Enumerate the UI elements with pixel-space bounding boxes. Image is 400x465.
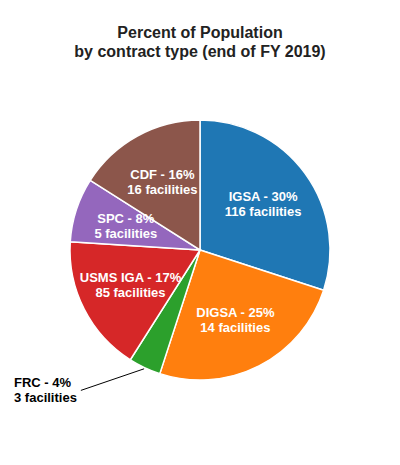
text-line: FRC - 4% [14,375,72,390]
slice-labels: IGSA - 30%116 facilities DIGSA - 25%14 fa… [14,167,301,406]
leader-line [81,369,144,391]
text-line: Percent of Population [117,24,282,41]
slice-label: DIGSA - 25%14 facilities [196,305,275,335]
slice-label: FRC - 4%3 facilities [14,375,77,405]
chart: Percent of Population by contract type (e… [0,0,400,465]
slice-label: CDF - 16%16 facilities [127,167,197,197]
text-line: DIGSA - 25% [196,305,275,320]
slice-label: SPC - 8%5 facilities [94,211,157,241]
text-line: 116 facilities [225,204,302,219]
text-line: IGSA - 30% [229,189,298,204]
slice-label: IGSA - 30%116 facilities [225,189,302,219]
text-line: USMS IGA - 17% [80,270,182,285]
slice [90,120,200,250]
slice-label: USMS IGA - 17%85 facilities [80,270,182,300]
text-line: 16 facilities [127,182,197,197]
slice [70,242,200,360]
text-line: 5 facilities [94,226,157,241]
pie [70,120,330,380]
text-line: 3 facilities [14,390,77,405]
text-line: CDF - 16% [130,167,195,182]
title: Percent of Population by contract type (e… [74,24,325,60]
text-line: 14 facilities [200,320,270,335]
text-line: by contract type (end of FY 2019) [74,43,325,60]
text-line: SPC - 8% [97,211,155,226]
text-line: 85 facilities [95,285,165,300]
